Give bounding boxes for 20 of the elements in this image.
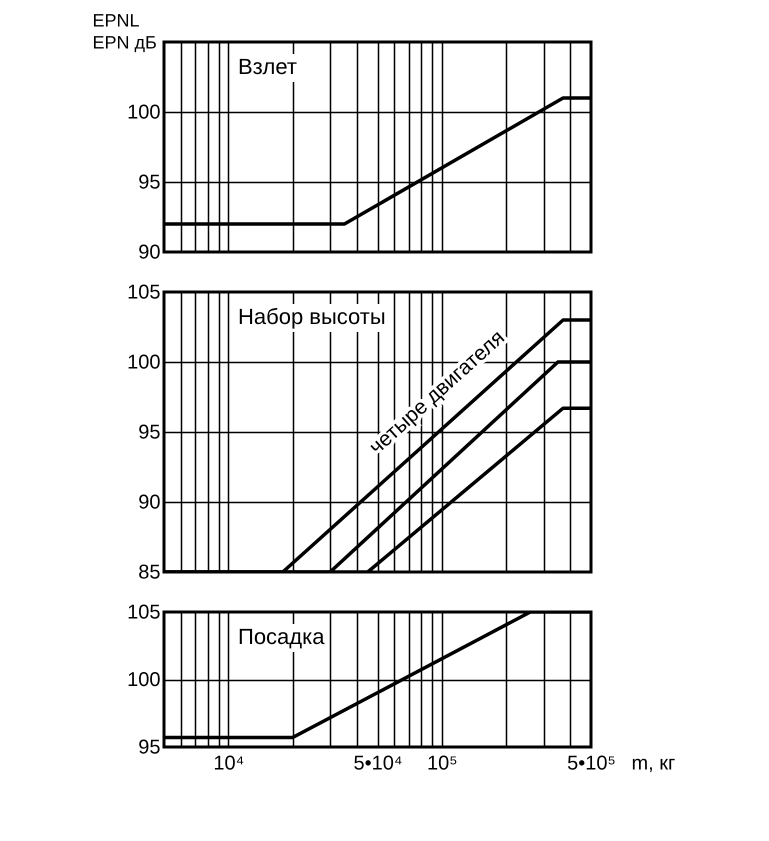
y-tick-label: 90: [138, 492, 160, 514]
x-axis-title: m, кг: [632, 752, 676, 774]
text: Взлет: [238, 54, 297, 79]
y-tick-label: 100: [127, 352, 160, 374]
y-tick-label: 95: [138, 172, 160, 194]
y-tick-label: 105: [127, 602, 160, 624]
y-tick-label: 95: [138, 736, 160, 758]
y-tick-label: 90: [138, 242, 160, 264]
text: Посадка: [238, 624, 326, 649]
x-tick-label: 5•10⁴: [354, 752, 402, 774]
y-tick-label: 105: [127, 282, 160, 304]
y-tick-label: 100: [127, 669, 160, 691]
y-tick-label: 95: [138, 422, 160, 444]
x-tick-label: 5•10⁵: [567, 752, 616, 774]
y-tick-label: 100: [127, 102, 160, 124]
x-tick-label: 10⁵: [426, 752, 458, 774]
x-tick-label: 10⁴: [213, 752, 244, 774]
y-axis-title: EPNL EPN дБ: [92, 10, 157, 52]
y-tick-label: 85: [138, 562, 160, 584]
text: Набор высоты: [238, 304, 386, 329]
